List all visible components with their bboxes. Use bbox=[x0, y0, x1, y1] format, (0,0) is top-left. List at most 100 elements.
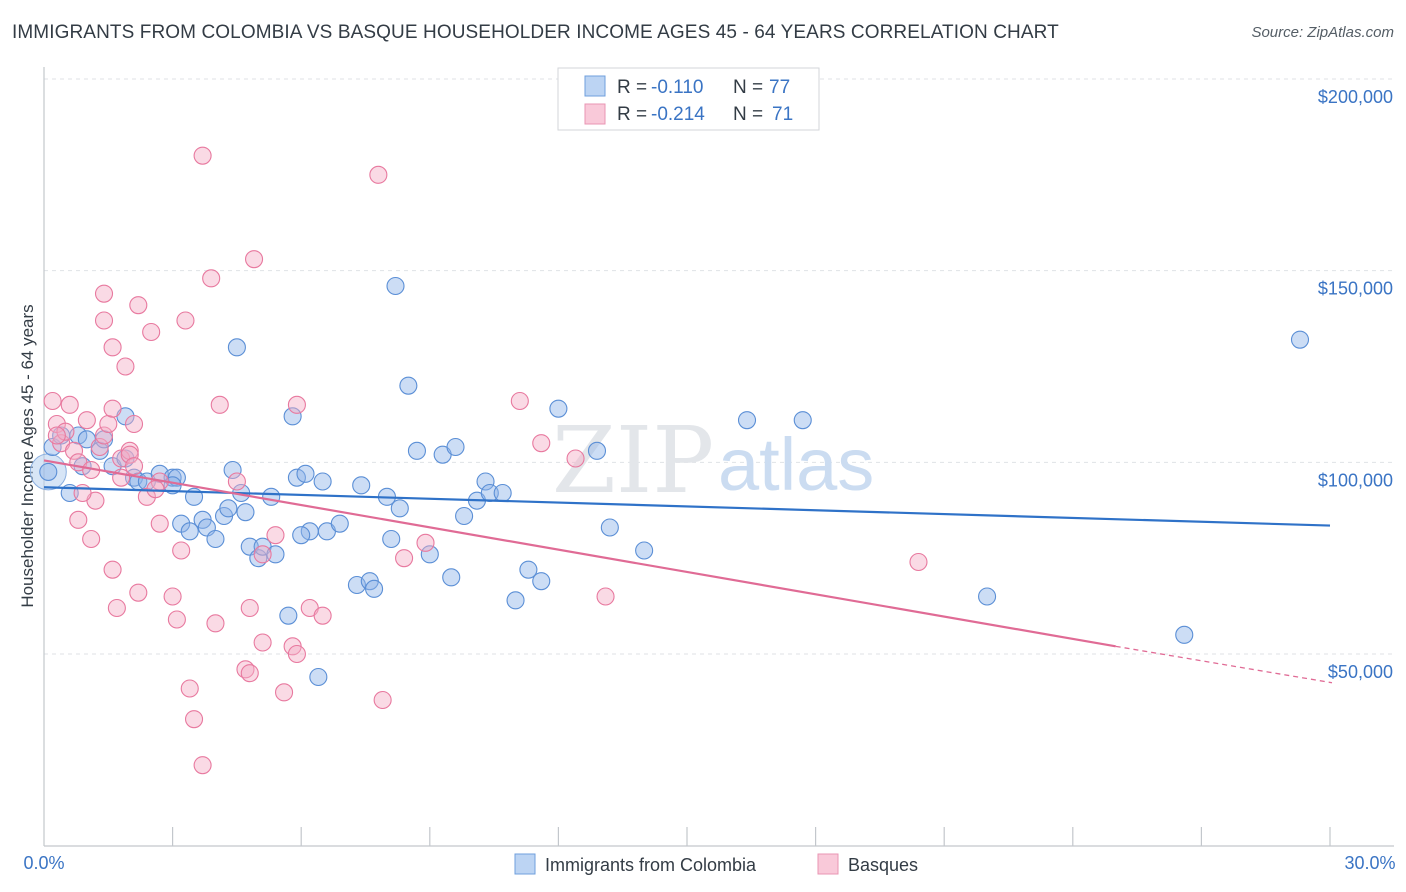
series-basques-points bbox=[43, 146, 928, 775]
point-colombia-23 bbox=[206, 529, 225, 549]
point-colombia-34 bbox=[279, 606, 298, 625]
point-colombia-59 bbox=[476, 472, 495, 491]
point-colombia-56 bbox=[446, 437, 465, 457]
x-tick-label-right: 30.0% bbox=[1344, 853, 1395, 873]
point-basques-16 bbox=[103, 338, 122, 357]
point-colombia-71 bbox=[978, 587, 997, 606]
bottom-legend-swatch-basques bbox=[817, 853, 839, 875]
point-colombia-76 bbox=[292, 526, 311, 545]
point-basques-33 bbox=[172, 541, 191, 560]
point-basques-7 bbox=[69, 510, 88, 529]
point-basques-17 bbox=[103, 399, 122, 418]
point-basques-58 bbox=[395, 549, 414, 568]
point-basques-36 bbox=[184, 710, 204, 729]
point-basques-50 bbox=[275, 683, 294, 702]
point-basques-5 bbox=[64, 441, 84, 460]
chart-source: Source: ZipAtlas.com bbox=[1251, 24, 1394, 41]
y-tick-labels: $50,000 $100,000 $150,000 $200,000 bbox=[1318, 87, 1393, 682]
correlation-legend: R = -0.110 N = 77 R = -0.214 N = 71 bbox=[557, 67, 820, 131]
legend-swatch-colombia bbox=[584, 75, 606, 97]
point-colombia-68 bbox=[635, 541, 654, 560]
point-colombia-48 bbox=[382, 529, 401, 549]
point-basques-46 bbox=[244, 250, 264, 269]
point-basques-24 bbox=[124, 457, 144, 476]
point-basques-4 bbox=[60, 395, 79, 414]
point-basques-34 bbox=[176, 311, 195, 330]
point-colombia-36 bbox=[287, 468, 306, 487]
trend-line-basques bbox=[43, 459, 1116, 648]
point-basques-56 bbox=[369, 165, 388, 184]
bottom-legend-label-colombia: Immigrants from Colombia bbox=[545, 855, 757, 875]
point-basques-26 bbox=[129, 583, 148, 602]
legend-r-label-colombia: R = bbox=[617, 77, 647, 98]
point-colombia-50 bbox=[386, 276, 405, 296]
point-basques-68 bbox=[124, 414, 144, 434]
gridlines bbox=[44, 78, 1394, 655]
trend-line-basques-extrapolated bbox=[1115, 645, 1333, 684]
point-colombia-66 bbox=[587, 441, 607, 460]
point-basques-14 bbox=[94, 311, 114, 330]
legend-n-label-colombia: N = bbox=[733, 77, 763, 98]
point-basques-40 bbox=[206, 614, 225, 633]
point-basques-20 bbox=[116, 357, 135, 376]
point-colombia-55 bbox=[442, 568, 461, 587]
point-basques-32 bbox=[167, 610, 186, 629]
point-basques-70 bbox=[47, 426, 66, 445]
watermark-zip: ZIP bbox=[552, 407, 714, 514]
point-basques-64 bbox=[909, 552, 928, 572]
y-tick-label-0: $50,000 bbox=[1328, 662, 1393, 682]
point-basques-12 bbox=[90, 437, 109, 457]
y-axis-label: Householder Income Ages 45 - 64 years bbox=[18, 304, 37, 607]
point-basques-37 bbox=[193, 756, 212, 775]
point-colombia-41 bbox=[330, 514, 349, 533]
point-colombia-49 bbox=[390, 499, 409, 518]
point-colombia-52 bbox=[407, 441, 426, 460]
point-colombia-37 bbox=[296, 464, 315, 483]
point-basques-39 bbox=[202, 269, 221, 288]
point-colombia-28 bbox=[236, 503, 255, 522]
point-basques-25 bbox=[129, 296, 148, 315]
point-basques-53 bbox=[287, 395, 306, 414]
point-basques-52 bbox=[287, 644, 306, 664]
trend-line-colombia bbox=[43, 486, 1331, 527]
y-tick-label-2: $150,000 bbox=[1318, 279, 1393, 299]
point-colombia-33 bbox=[266, 545, 285, 564]
point-basques-45 bbox=[240, 598, 259, 618]
point-colombia-39 bbox=[313, 472, 332, 491]
point-colombia-42 bbox=[309, 667, 328, 687]
point-basques-61 bbox=[532, 434, 551, 453]
trend-lines bbox=[43, 459, 1333, 684]
point-basques-3 bbox=[56, 422, 75, 441]
point-basques-67 bbox=[73, 483, 92, 503]
point-colombia-51 bbox=[399, 376, 418, 395]
point-basques-15 bbox=[99, 414, 118, 434]
legend-n-value-basques: 71 bbox=[772, 104, 793, 125]
point-colombia-75 bbox=[219, 499, 238, 518]
legend-r-value-colombia: -0.110 bbox=[651, 77, 703, 98]
point-colombia-67 bbox=[600, 518, 619, 537]
point-colombia-65 bbox=[549, 399, 568, 418]
point-basques-41 bbox=[210, 395, 229, 414]
point-colombia-35 bbox=[283, 407, 302, 426]
point-basques-0 bbox=[43, 391, 62, 411]
point-colombia-53 bbox=[420, 545, 439, 564]
point-basques-30 bbox=[150, 514, 169, 533]
point-colombia-46 bbox=[365, 579, 384, 598]
point-basques-13 bbox=[94, 426, 114, 445]
point-basques-31 bbox=[163, 587, 182, 606]
point-colombia-62 bbox=[506, 591, 525, 610]
point-basques-65 bbox=[94, 284, 114, 303]
point-basques-69 bbox=[107, 598, 126, 618]
point-basques-10 bbox=[82, 529, 101, 549]
point-basques-18 bbox=[103, 560, 122, 579]
point-basques-57 bbox=[373, 690, 392, 710]
point-colombia-64 bbox=[532, 572, 551, 591]
watermark-atlas: atlas bbox=[718, 423, 874, 506]
point-colombia-32 bbox=[262, 487, 281, 506]
point-colombia-72 bbox=[1175, 625, 1194, 644]
x-tick-label-left: 0.0% bbox=[23, 853, 64, 873]
point-basques-8 bbox=[77, 411, 96, 430]
point-colombia-19 bbox=[180, 522, 199, 541]
point-basques-66 bbox=[146, 480, 165, 499]
point-basques-44 bbox=[240, 664, 259, 683]
